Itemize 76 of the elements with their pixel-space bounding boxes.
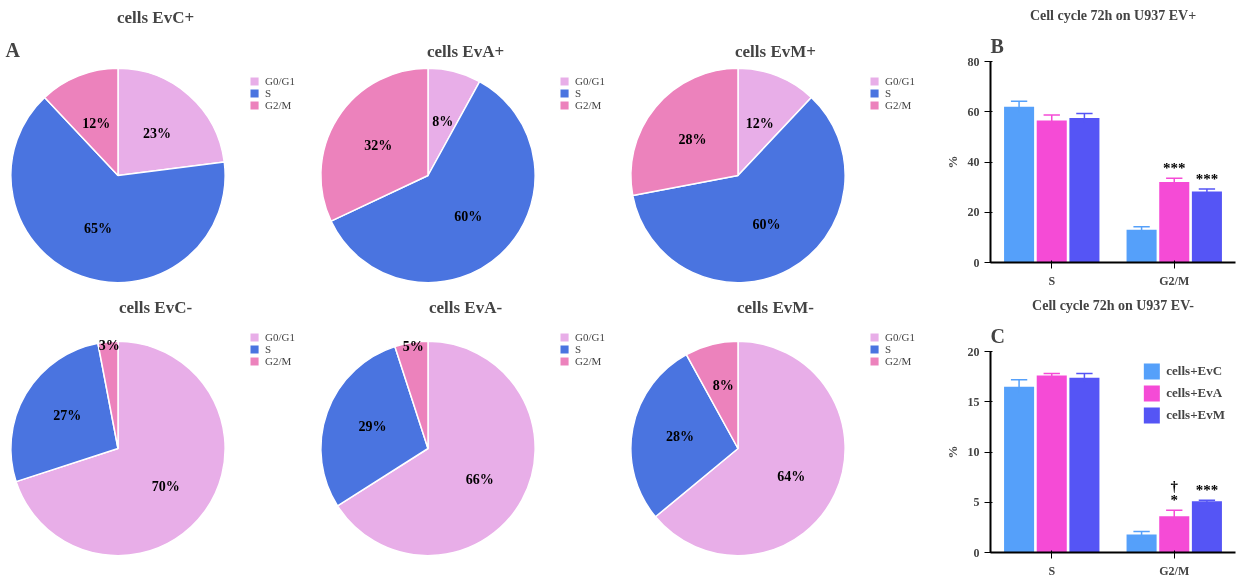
y-tick-label: 80 xyxy=(967,54,980,69)
chart-title: cells EvA- xyxy=(428,297,503,317)
bar xyxy=(1036,375,1067,553)
y-tick-label: 0 xyxy=(973,255,980,270)
legend-label: S xyxy=(885,87,893,99)
y-tick-label: 0 xyxy=(973,545,980,560)
legend-label: S xyxy=(265,343,273,355)
chart-title: Cell cycle 72h on U937 EV- xyxy=(1032,297,1195,313)
data-label: 64% xyxy=(777,468,806,484)
bar xyxy=(1191,191,1222,263)
legend-label: cells+EvC xyxy=(1166,363,1223,379)
bar xyxy=(1069,118,1100,263)
annotation: *** xyxy=(1195,482,1219,499)
text: A xyxy=(5,38,21,61)
data-label: 65% xyxy=(84,220,113,236)
data-label: 27% xyxy=(53,408,82,424)
bar xyxy=(1159,182,1190,263)
text: B xyxy=(990,34,1004,57)
legend-label: G2/M xyxy=(575,355,602,367)
legend-label: G0/G1 xyxy=(575,75,605,87)
chart-title: cells EvM+ xyxy=(735,41,816,61)
chart-title: cells EvC+ xyxy=(116,7,195,27)
legend-label: G0/G1 xyxy=(575,331,605,343)
data-label: 23% xyxy=(142,125,171,141)
legend-label: G2/M xyxy=(885,99,912,111)
y-tick-label: 60 xyxy=(967,104,980,119)
chart-title: cells EvC- xyxy=(118,297,193,317)
y-axis-title: % xyxy=(944,445,960,459)
chart-title: cells EvM- xyxy=(737,297,815,317)
chart-title: Cell cycle 72h on U937 EV+ xyxy=(1029,7,1197,23)
legend-label: S xyxy=(575,87,583,99)
annotation: *** xyxy=(1195,170,1219,187)
data-label: 12% xyxy=(82,115,111,131)
legend-label: S xyxy=(265,87,273,99)
bar xyxy=(1069,377,1100,553)
bar xyxy=(1191,501,1222,553)
data-label: 70% xyxy=(151,479,180,495)
data-label: 8% xyxy=(432,113,454,129)
data-label: 28% xyxy=(678,132,707,148)
y-tick-label: 40 xyxy=(967,155,980,169)
data-label: 12% xyxy=(745,115,774,131)
legend-label: G2/M xyxy=(575,99,602,111)
legend-label: G2/M xyxy=(885,355,912,367)
annotation: † * xyxy=(1170,477,1179,509)
data-label: 29% xyxy=(358,419,387,435)
y-tick-label: 5 xyxy=(973,495,980,510)
legend-label: G0/G1 xyxy=(885,331,915,343)
bar xyxy=(1126,229,1157,263)
data-label: 28% xyxy=(666,428,695,444)
legend-label: G2/M xyxy=(265,99,292,111)
legend-label: G0/G1 xyxy=(265,331,295,343)
y-tick-label: 20 xyxy=(967,344,980,359)
y-tick-label: 15 xyxy=(967,394,980,409)
legend-label: cells+EvM xyxy=(1166,407,1225,423)
y-tick-label: 10 xyxy=(967,445,980,459)
legend-label: G0/G1 xyxy=(885,75,915,87)
bar xyxy=(1036,120,1067,263)
legend-label: S xyxy=(575,343,583,355)
data-label: 66% xyxy=(465,472,494,488)
data-label: 3% xyxy=(98,337,120,353)
bar xyxy=(1126,534,1157,553)
legend-label: G2/M xyxy=(265,355,292,367)
legend-label: cells+EvA xyxy=(1166,385,1223,401)
y-tick-label: 20 xyxy=(967,205,980,220)
bar xyxy=(1004,106,1035,263)
legend-label: S xyxy=(885,343,893,355)
data-label: 60% xyxy=(454,208,483,224)
legend-label: G0/G1 xyxy=(265,75,295,87)
data-label: 5% xyxy=(402,338,424,354)
data-label: 8% xyxy=(712,378,734,394)
y-axis-title: % xyxy=(944,155,960,169)
text: C xyxy=(990,324,1005,347)
data-label: 32% xyxy=(364,137,393,153)
annotation: *** xyxy=(1163,160,1186,177)
chart-title: cells EvA+ xyxy=(426,41,505,61)
data-label: 60% xyxy=(752,217,781,233)
